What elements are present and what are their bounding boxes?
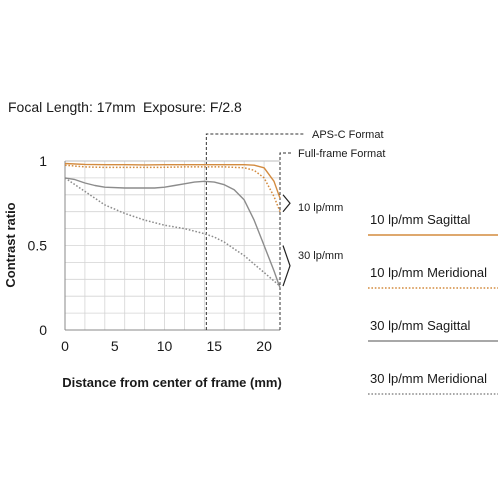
series-line <box>64 162 281 199</box>
apsc-format-label: APS-C Format <box>312 129 384 141</box>
lp30-bracket-label: 30 lp/mm <box>298 250 343 262</box>
lp30-bracket <box>282 245 291 287</box>
data-series <box>64 162 281 289</box>
grid <box>64 160 280 331</box>
fullframe-marker-line <box>279 152 292 330</box>
lp10-bracket-label: 10 lp/mm <box>298 202 343 214</box>
x-tick-label: 5 <box>111 338 119 354</box>
lp10-bracket <box>282 194 291 213</box>
x-axis-label: Distance from center of frame (mm) <box>62 375 282 390</box>
apsc-marker-line <box>205 133 305 330</box>
y-tick-label: 1 <box>39 153 47 169</box>
series-line <box>64 164 281 212</box>
y-tick-label: 0 <box>39 322 47 338</box>
x-tick-label: 20 <box>256 338 272 354</box>
axis-ticks: 0 5 10 15 20 0 0.5 1 <box>28 153 273 354</box>
exposure-label: Exposure: F/2.8 <box>143 99 242 115</box>
format-markers <box>205 133 305 330</box>
legend-label: 10 lp/mm Sagittal <box>370 212 471 227</box>
legend-label: 30 lp/mm Meridional <box>370 371 487 386</box>
legend: 10 lp/mm Sagittal 10 lp/mm Meridional 30 l… <box>368 212 498 395</box>
y-axis-label: Contrast ratio <box>3 202 18 287</box>
focal-length-label: Focal Length: 17mm <box>8 99 136 115</box>
x-tick-label: 15 <box>207 338 223 354</box>
series-line <box>64 177 281 287</box>
x-tick-label: 10 <box>157 338 173 354</box>
series-line <box>64 177 281 289</box>
x-tick-label: 0 <box>61 338 69 354</box>
y-tick-label: 0.5 <box>28 238 48 254</box>
legend-label: 30 lp/mm Sagittal <box>370 318 471 333</box>
legend-label: 10 lp/mm Meridional <box>370 265 487 280</box>
fullframe-format-label: Full-frame Format <box>298 148 385 160</box>
